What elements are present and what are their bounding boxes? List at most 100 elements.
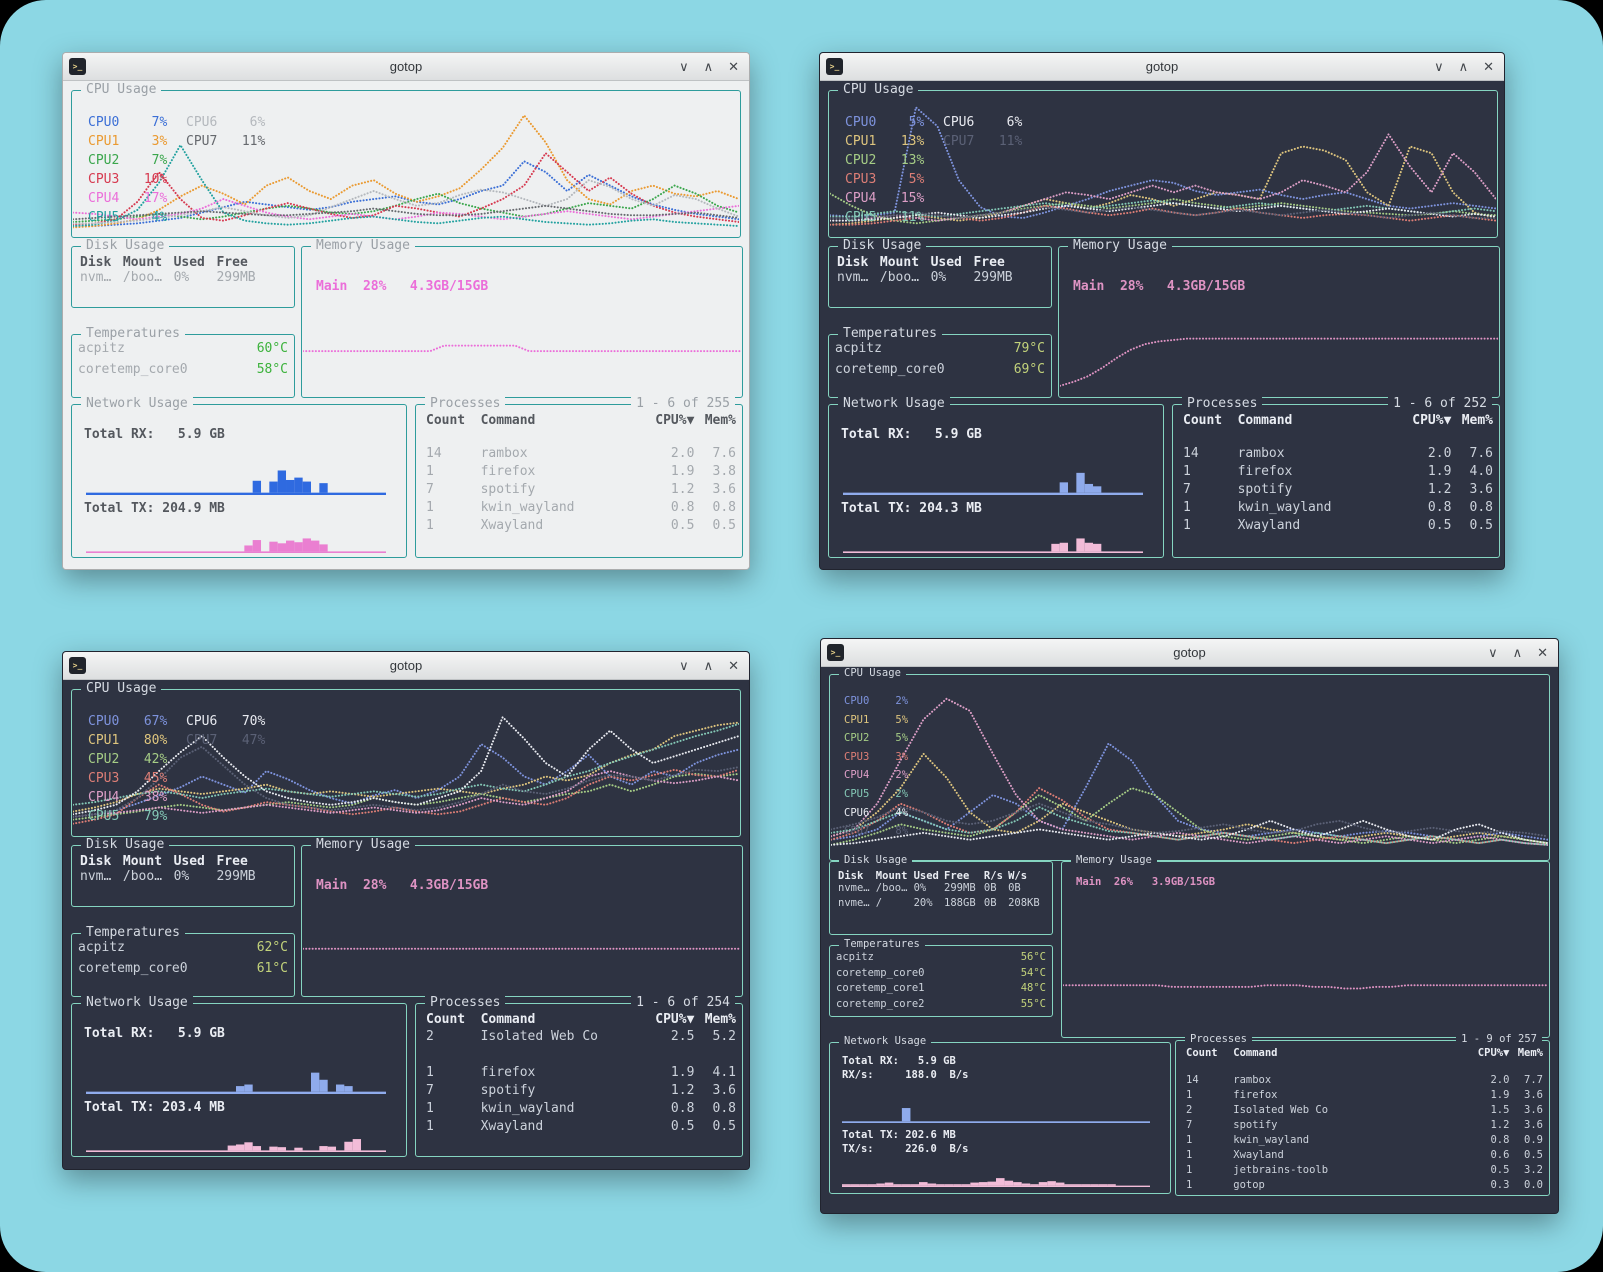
legend-item: CPU4 38% xyxy=(88,790,167,809)
process-header-cell: Command xyxy=(480,1012,536,1027)
process-cell: 1 xyxy=(426,464,434,479)
sensor-value: 61°C xyxy=(256,961,288,976)
process-row[interactable]: 2 Isolated Web Co 2.5 5.2 xyxy=(426,1029,736,1047)
process-row[interactable]: 1 kwin_wayland 0.8 0.8 xyxy=(426,500,736,518)
temperatures-panel-title: Temperatures xyxy=(838,325,942,341)
process-row[interactable]: 7 spotify 1.2 3.6 xyxy=(426,482,736,500)
process-cell: 1.9 xyxy=(670,464,695,479)
process-cell: 0.6 xyxy=(1490,1149,1510,1161)
process-row[interactable]: 14 rambox 2.0 7.7 xyxy=(1186,1074,1543,1089)
sensor-value: 48°C xyxy=(1020,982,1046,994)
process-row[interactable]: 1 jetbrains-toolb 0.5 3.2 xyxy=(1186,1164,1543,1179)
process-header-row: Count Command CPU%▼ Mem% xyxy=(426,1012,736,1027)
maximize-button[interactable]: ∧ xyxy=(1458,59,1469,74)
process-cell: rambox xyxy=(480,446,528,461)
process-cell: 2.5 xyxy=(670,1029,695,1044)
disk-header-cell: Disk xyxy=(837,255,869,270)
memory-chart xyxy=(1063,864,1548,1035)
maximize-button[interactable]: ∧ xyxy=(703,59,714,74)
network-usage-panel: Network Usage Total RX: 5.9 GB RX/s: 188.0… xyxy=(829,1035,1171,1194)
disk-cell: 299MB xyxy=(973,270,1013,285)
process-cell: 1 xyxy=(1186,1179,1193,1191)
process-row[interactable]: 1 Xwayland 0.5 0.5 xyxy=(426,1119,736,1137)
legend-item: CPU1 80% xyxy=(88,733,167,752)
cpu-usage-panel: CPU Usage CPU0 2% CPU1 5% CPU2 5% CPU3 3% CPU4 2% C… xyxy=(829,667,1550,861)
cpu-legend-label: CPU6 xyxy=(943,115,975,130)
titlebar[interactable]: >_ gotop ∨ ∧ ✕ xyxy=(63,53,749,81)
minimize-button[interactable]: ∨ xyxy=(679,658,689,673)
process-cell: 14 xyxy=(1183,446,1199,461)
processes-panel: Processes 1 - 6 of 255 Count Command CPU%▼ Me… xyxy=(415,395,743,558)
process-header-row: Count Command CPU%▼ Mem% xyxy=(426,413,736,428)
sensor-name: acpitz xyxy=(835,341,882,356)
gotop-window-top-right: >_ gotop ∨ ∧ ✕ CPU Usage CPU0 5% CPU1 13% CPU2 13% C… xyxy=(819,52,1505,570)
legend-item: CPU5 2% xyxy=(844,788,908,807)
process-cell: 0.8 xyxy=(712,500,736,515)
titlebar[interactable]: >_ gotop ∨ ∧ ✕ xyxy=(820,53,1504,81)
process-row[interactable]: 7 spotify 1.2 3.6 xyxy=(1183,482,1493,500)
process-cell: 4.1 xyxy=(712,1065,736,1080)
process-cell: 0.5 xyxy=(1524,1149,1543,1161)
temperature-row: coretemp_core0 54°C xyxy=(836,967,1046,983)
disk-cell: 188GB xyxy=(944,897,976,909)
process-row[interactable] xyxy=(426,1047,736,1065)
process-row[interactable]: 2 Isolated Web Co 1.5 3.6 xyxy=(1186,1104,1543,1119)
cpu-usage-panel-title: CPU Usage xyxy=(81,81,162,97)
cpu-legend-label: CPU3 xyxy=(845,172,877,187)
cpu-legend-label: CPU0 xyxy=(88,714,120,729)
total-tx-label: Total TX: 204.3 MB xyxy=(841,501,982,516)
window-controls: ∨ ∧ ✕ xyxy=(679,53,739,80)
process-row[interactable]: 1 firefox 1.9 4.1 xyxy=(426,1065,736,1083)
tx-chart xyxy=(86,1139,386,1152)
disk-cell: 299MB xyxy=(944,882,976,894)
process-row[interactable]: 1 Xwayland 0.6 0.5 xyxy=(1186,1149,1543,1164)
process-row[interactable]: 1 firefox 1.9 3.6 xyxy=(1186,1089,1543,1104)
minimize-button[interactable]: ∨ xyxy=(679,59,689,74)
cpu-legend-value: 3% xyxy=(895,750,909,763)
rx-chart xyxy=(843,472,1143,495)
process-cell xyxy=(648,1047,695,1065)
process-cell: 1 xyxy=(426,1101,434,1116)
close-button[interactable]: ✕ xyxy=(1537,645,1548,660)
rx-chart xyxy=(842,1108,1150,1123)
window-body: CPU Usage CPU0 2% CPU1 5% CPU2 5% CPU3 3% CPU4 2% C… xyxy=(821,667,1558,1213)
disk-cell: 299MB xyxy=(216,869,256,884)
process-header-cell: Command xyxy=(1233,1047,1278,1059)
temperatures-panel-title: Temperatures xyxy=(81,924,185,940)
process-row[interactable]: 1 Xwayland 0.5 0.5 xyxy=(426,518,736,536)
total-rx-label: Total RX: 5.9 GB xyxy=(842,1055,956,1067)
process-row[interactable]: 1 kwin_wayland 0.8 0.9 xyxy=(1186,1134,1543,1149)
disk-header-cell: Used xyxy=(173,854,205,869)
minimize-button[interactable]: ∨ xyxy=(1488,645,1498,660)
process-row[interactable]: 14 rambox 2.0 7.6 xyxy=(426,446,736,464)
minimize-button[interactable]: ∨ xyxy=(1434,59,1444,74)
temperature-row: coretemp_core2 55°C xyxy=(836,998,1046,1014)
process-row[interactable]: 1 Xwayland 0.5 0.5 xyxy=(1183,518,1493,536)
titlebar[interactable]: >_ gotop ∨ ∧ ✕ xyxy=(821,639,1558,667)
memory-chart xyxy=(303,848,741,994)
titlebar[interactable]: >_ gotop ∨ ∧ ✕ xyxy=(63,652,749,680)
process-header-cell: Mem% xyxy=(704,1012,736,1027)
process-row[interactable]: 1 kwin_wayland 0.8 0.8 xyxy=(426,1101,736,1119)
process-row[interactable]: 7 spotify 1.2 3.6 xyxy=(426,1083,736,1101)
process-row[interactable]: 14 rambox 2.0 7.6 xyxy=(1183,446,1493,464)
tx-chart xyxy=(86,538,386,553)
process-header-cell: Count xyxy=(1186,1047,1218,1059)
tx-chart xyxy=(842,1178,1150,1187)
maximize-button[interactable]: ∧ xyxy=(1512,645,1523,660)
process-row[interactable]: 1 gotop 0.3 0.0 xyxy=(1186,1179,1543,1194)
cpu-legend-value: 6% xyxy=(249,115,266,130)
process-row[interactable]: 1 firefox 1.9 3.8 xyxy=(426,464,736,482)
disk-header-cell: Disk xyxy=(838,870,864,882)
close-button[interactable]: ✕ xyxy=(728,59,739,74)
close-button[interactable]: ✕ xyxy=(1483,59,1494,74)
process-row[interactable]: 1 firefox 1.9 4.0 xyxy=(1183,464,1493,482)
maximize-button[interactable]: ∧ xyxy=(703,658,714,673)
process-row[interactable]: 7 spotify 1.2 3.6 xyxy=(1186,1119,1543,1134)
process-header-cell: Count xyxy=(426,413,466,428)
process-row[interactable]: 1 kwin_wayland 0.8 0.8 xyxy=(1183,500,1493,518)
close-button[interactable]: ✕ xyxy=(728,658,739,673)
cpu-legend-label: CPU7 xyxy=(186,134,218,149)
processes-panel: Processes 1 - 6 of 254 Count Command CPU%▼ Me… xyxy=(415,994,743,1157)
process-cell: kwin_wayland xyxy=(1233,1134,1310,1146)
